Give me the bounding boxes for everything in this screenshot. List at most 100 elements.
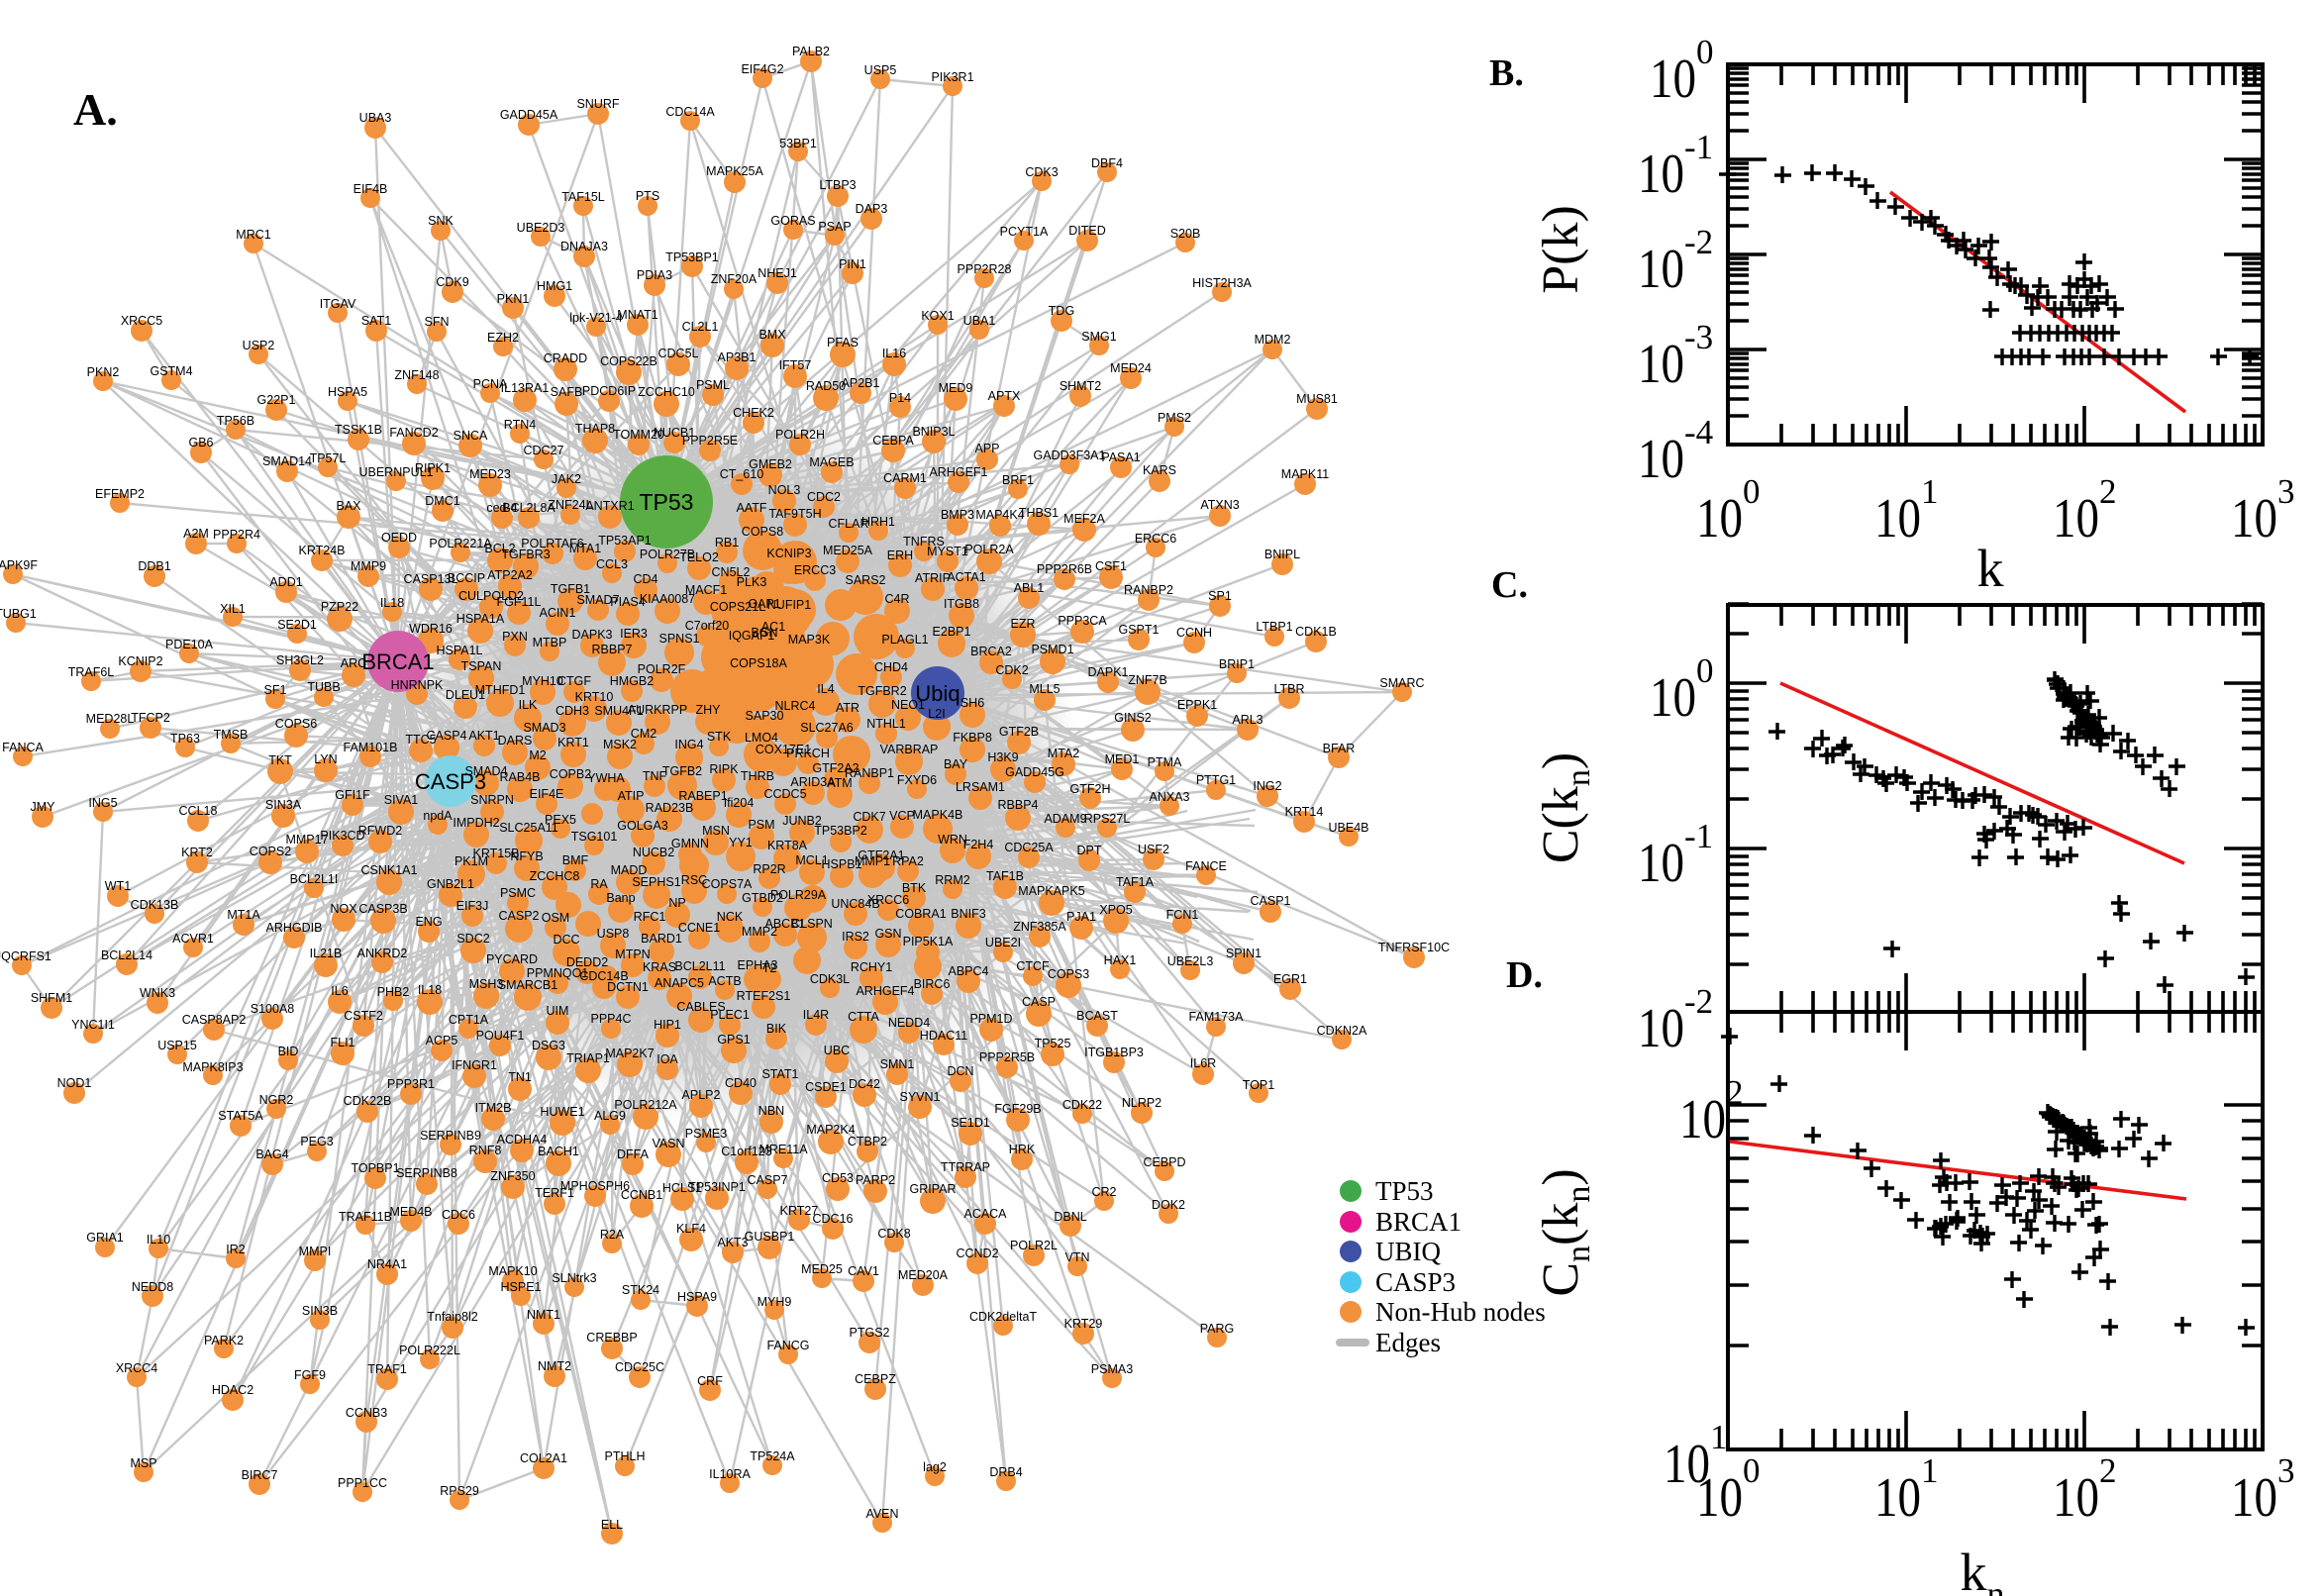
svg-text:SLC25A11: SLC25A11 bbox=[499, 821, 558, 835]
svg-text:MRE11A: MRE11A bbox=[758, 1143, 808, 1156]
svg-text:TP53: TP53 bbox=[1375, 1176, 1434, 1206]
svg-text:CTGF: CTGF bbox=[557, 674, 591, 688]
svg-text:ADAM9: ADAM9 bbox=[1044, 812, 1086, 826]
svg-text:MAP2K4: MAP2K4 bbox=[806, 1123, 855, 1137]
svg-text:CHD4: CHD4 bbox=[874, 660, 908, 674]
svg-text:RBBP4: RBBP4 bbox=[998, 798, 1039, 812]
svg-text:KRT15B: KRT15B bbox=[472, 847, 519, 860]
svg-text:BAG4: BAG4 bbox=[255, 1147, 288, 1161]
svg-text:GPS1: GPS1 bbox=[717, 1033, 750, 1047]
svg-text:F2H4: F2H4 bbox=[963, 838, 994, 851]
svg-text:SAFB: SAFB bbox=[551, 385, 583, 399]
svg-text:STK24: STK24 bbox=[622, 1283, 659, 1297]
svg-text:NMT2: NMT2 bbox=[538, 1359, 571, 1373]
svg-text:RAD23B: RAD23B bbox=[646, 801, 694, 815]
svg-text:MLL5: MLL5 bbox=[1029, 682, 1060, 696]
svg-text:CDC6: CDC6 bbox=[442, 1208, 475, 1222]
svg-text:BNIP3L: BNIP3L bbox=[912, 425, 955, 439]
svg-text:CDK22: CDK22 bbox=[1062, 1098, 1102, 1112]
svg-text:ALG9: ALG9 bbox=[594, 1109, 626, 1123]
svg-text:CSTF2: CSTF2 bbox=[344, 1009, 383, 1023]
svg-text:C.: C. bbox=[1491, 564, 1528, 606]
svg-text:SMG1: SMG1 bbox=[1081, 330, 1116, 344]
svg-text:PHB2: PHB2 bbox=[377, 985, 410, 999]
svg-text:DITED: DITED bbox=[1068, 224, 1106, 238]
svg-text:CCL3: CCL3 bbox=[596, 557, 628, 571]
svg-text:APP: APP bbox=[974, 442, 999, 455]
svg-text:LTBP3: LTBP3 bbox=[819, 178, 856, 192]
svg-text:Non-Hub nodes: Non-Hub nodes bbox=[1375, 1297, 1546, 1327]
svg-text:BRCA1: BRCA1 bbox=[361, 649, 434, 674]
svg-text:COPS18A: COPS18A bbox=[730, 656, 787, 670]
svg-text:HMG1: HMG1 bbox=[537, 279, 572, 293]
svg-text:ZHY: ZHY bbox=[696, 703, 722, 717]
svg-text:MSP: MSP bbox=[130, 1456, 156, 1470]
svg-text:PARG: PARG bbox=[1200, 1322, 1235, 1336]
svg-text:PPP2R4: PPP2R4 bbox=[213, 528, 260, 542]
svg-text:SLC27A6: SLC27A6 bbox=[800, 721, 854, 735]
svg-text:KRT1: KRT1 bbox=[557, 736, 589, 749]
svg-text:CASP2: CASP2 bbox=[499, 909, 540, 923]
svg-text:HDAC2: HDAC2 bbox=[212, 1383, 253, 1397]
svg-text:ING4: ING4 bbox=[674, 738, 703, 751]
svg-text:DSG3: DSG3 bbox=[532, 1039, 565, 1052]
svg-text:TN1: TN1 bbox=[508, 1070, 532, 1084]
svg-text:SNK: SNK bbox=[428, 214, 454, 228]
svg-text:XRCC4: XRCC4 bbox=[116, 1361, 157, 1375]
svg-text:FANCE: FANCE bbox=[1185, 859, 1227, 873]
svg-text:ABL1: ABL1 bbox=[1014, 581, 1045, 595]
svg-text:CRADD: CRADD bbox=[544, 351, 587, 365]
svg-text:DAPK1: DAPK1 bbox=[1088, 665, 1129, 679]
svg-text:TAF9T5H: TAF9T5H bbox=[768, 507, 821, 521]
svg-text:MTA2: MTA2 bbox=[1048, 747, 1079, 760]
svg-text:DMC1: DMC1 bbox=[425, 494, 459, 508]
svg-text:PSMD1: PSMD1 bbox=[1031, 643, 1073, 656]
svg-text:COPB2: COPB2 bbox=[550, 767, 591, 781]
svg-text:TOMM20: TOMM20 bbox=[613, 428, 664, 442]
svg-text:RNF8: RNF8 bbox=[469, 1144, 502, 1157]
svg-text:ANTXR1: ANTXR1 bbox=[585, 499, 634, 513]
svg-text:KRT27: KRT27 bbox=[780, 1204, 819, 1218]
svg-text:CCND2: CCND2 bbox=[956, 1247, 998, 1260]
svg-text:BNIPL: BNIPL bbox=[1264, 548, 1300, 561]
svg-text:NEDD4: NEDD4 bbox=[888, 1016, 930, 1030]
svg-text:BACH1: BACH1 bbox=[538, 1145, 579, 1158]
svg-text:MED24: MED24 bbox=[1110, 361, 1152, 375]
svg-text:MEF2A: MEF2A bbox=[1063, 512, 1105, 526]
svg-text:POLRTAF6: POLRTAF6 bbox=[521, 537, 583, 550]
svg-text:PIAS4: PIAS4 bbox=[610, 595, 645, 609]
svg-text:GB6: GB6 bbox=[188, 436, 213, 449]
svg-text:CT_610: CT_610 bbox=[720, 467, 764, 481]
svg-text:CR2: CR2 bbox=[1091, 1185, 1116, 1199]
svg-text:ELL: ELL bbox=[601, 1518, 623, 1532]
svg-text:MAGEB: MAGEB bbox=[809, 455, 854, 469]
svg-text:RANBP1: RANBP1 bbox=[845, 766, 894, 780]
svg-text:ANXA3: ANXA3 bbox=[1150, 790, 1190, 804]
svg-text:TGFBR2: TGFBR2 bbox=[858, 684, 906, 698]
svg-text:ARID3A: ARID3A bbox=[790, 775, 836, 789]
svg-text:APLP2: APLP2 bbox=[682, 1088, 721, 1102]
svg-text:BAX: BAX bbox=[336, 499, 361, 513]
svg-text:IR2: IR2 bbox=[226, 1243, 246, 1256]
svg-text:10-2: 10-2 bbox=[1638, 982, 1713, 1059]
svg-text:UIM: UIM bbox=[547, 1004, 569, 1018]
svg-text:CAV1: CAV1 bbox=[848, 1264, 879, 1278]
svg-text:MCL1: MCL1 bbox=[795, 853, 828, 867]
svg-text:CLSPN: CLSPN bbox=[791, 917, 833, 931]
svg-text:IL21B: IL21B bbox=[310, 947, 343, 960]
svg-text:SERPINB9: SERPINB9 bbox=[420, 1129, 481, 1143]
svg-text:103: 103 bbox=[2231, 1451, 2295, 1529]
svg-text:101: 101 bbox=[1664, 1418, 1728, 1495]
svg-text:COPS22B: COPS22B bbox=[600, 354, 657, 368]
svg-text:FGF11L: FGF11L bbox=[497, 595, 542, 609]
svg-text:SNCA: SNCA bbox=[454, 429, 488, 443]
svg-text:AURKRPP: AURKRPP bbox=[628, 703, 687, 717]
svg-text:RCHY1: RCHY1 bbox=[851, 960, 892, 974]
svg-text:BNIF3: BNIF3 bbox=[951, 907, 985, 921]
svg-text:SEPHS1: SEPHS1 bbox=[632, 875, 680, 889]
svg-text:ZCCHC10: ZCCHC10 bbox=[638, 385, 695, 399]
svg-text:RANBP2: RANBP2 bbox=[1124, 583, 1173, 597]
svg-text:HSPA9: HSPA9 bbox=[677, 1290, 717, 1304]
svg-text:UBE4B: UBE4B bbox=[1329, 821, 1369, 835]
svg-text:EPPK1: EPPK1 bbox=[1177, 698, 1217, 712]
